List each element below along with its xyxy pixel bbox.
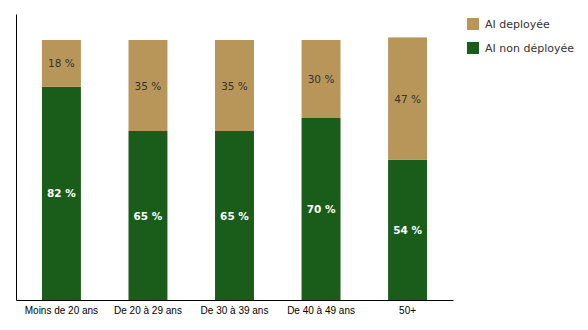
data-label: 47 %	[394, 93, 421, 105]
data-label: 30 %	[308, 73, 335, 85]
legend-label: AI non déployée	[485, 42, 574, 55]
legend: AI deployée AI non déployée	[467, 18, 574, 55]
x-tick-label: De 30 à 39 ans	[201, 305, 269, 316]
legend-swatch	[467, 18, 479, 30]
data-label: 35 %	[221, 80, 248, 92]
bar	[215, 40, 254, 131]
data-label: 70 %	[307, 203, 336, 215]
x-tick: De 40 à 49 ans	[287, 300, 355, 316]
legend-label: AI deployée	[485, 18, 550, 31]
bar	[302, 118, 341, 300]
bar	[388, 37, 427, 159]
bar	[302, 40, 341, 118]
x-axis-line	[17, 300, 454, 301]
x-tick: 50+	[399, 300, 416, 316]
x-axis: Moins de 20 ans De 20 à 29 ans De 30 à 39 …	[17, 300, 454, 316]
x-tick: Moins de 20 ans	[25, 300, 98, 316]
data-label: 35 %	[135, 80, 162, 92]
y-axis-line	[16, 15, 17, 301]
legend-swatch	[467, 42, 479, 54]
bar-series	[42, 37, 427, 159]
bar	[42, 40, 81, 87]
legend-item: AI non déployée	[467, 42, 574, 55]
bar	[128, 40, 167, 131]
data-label: 65 %	[134, 210, 163, 222]
legend-item: AI deployée	[467, 18, 550, 31]
x-tick-label: De 20 à 29 ans	[114, 305, 182, 316]
data-label: 65 %	[220, 210, 249, 222]
x-tick-label: Moins de 20 ans	[25, 305, 98, 316]
bar	[42, 87, 81, 300]
x-tick: De 20 à 29 ans	[114, 300, 182, 316]
x-tick-label: De 40 à 49 ans	[287, 305, 355, 316]
chart: Moins de 20 ans De 20 à 29 ans De 30 à 39 …	[0, 0, 588, 330]
y-axis	[16, 15, 17, 301]
x-tick: De 30 à 39 ans	[201, 300, 269, 316]
plot: Moins de 20 ans De 20 à 29 ans De 30 à 39 …	[17, 15, 454, 317]
x-tick-label: 50+	[399, 305, 416, 316]
data-labels: 82 % 65 % 65 % 70 % 54 % 18 % 35 % 35 % 30 % 47 %	[47, 57, 422, 235]
data-label: 82 %	[47, 187, 76, 199]
bar	[215, 131, 254, 300]
data-label: 18 %	[48, 57, 75, 69]
bars	[42, 37, 427, 300]
data-label: 54 %	[393, 224, 422, 236]
bar	[128, 131, 167, 300]
bar	[388, 160, 427, 300]
